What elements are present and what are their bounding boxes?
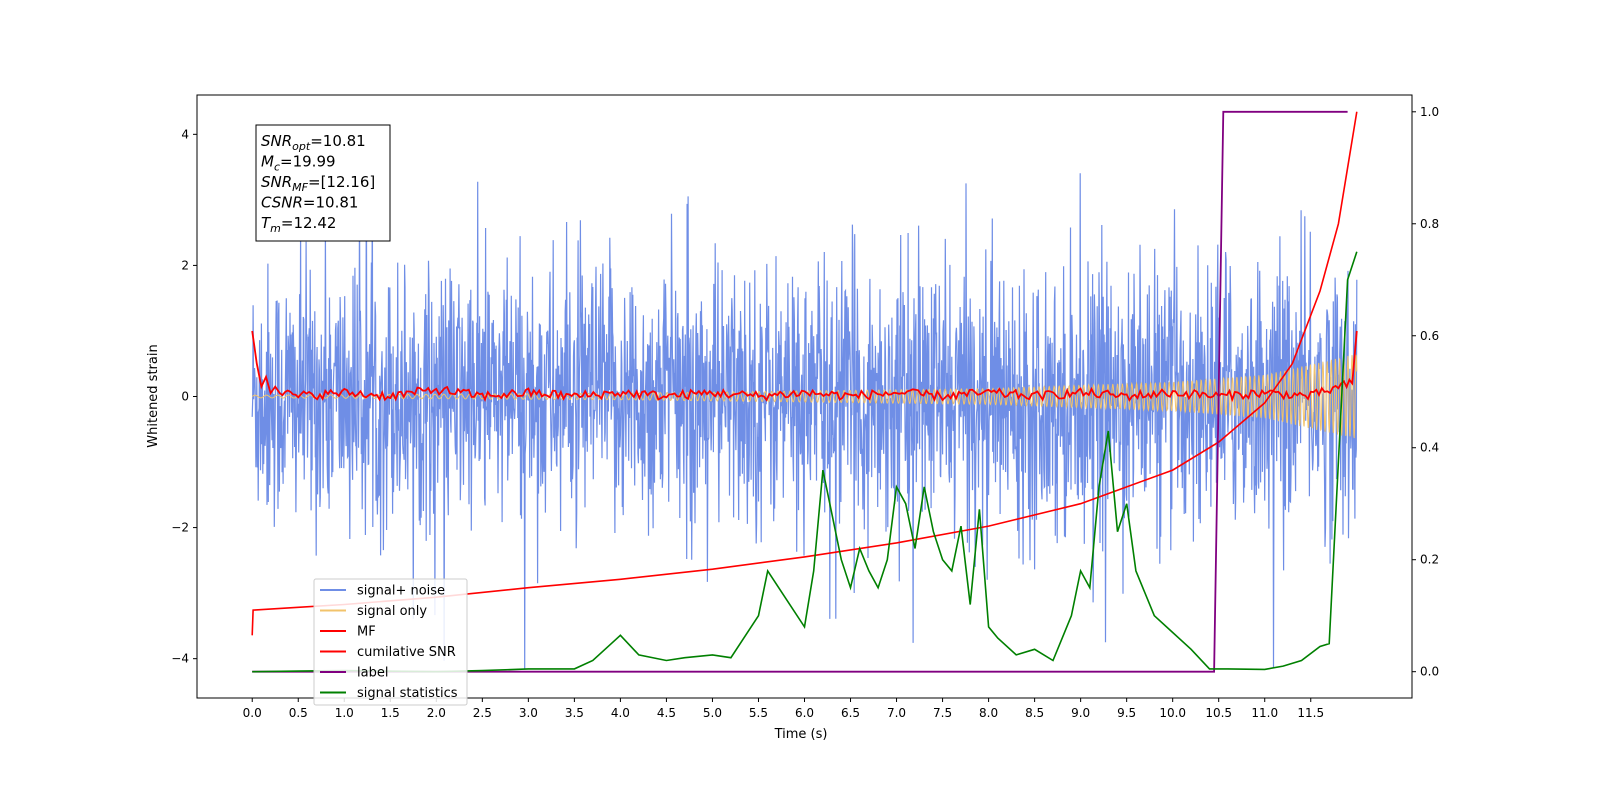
x-tick-label: 5.5 xyxy=(749,706,768,720)
y-tick-label: −2 xyxy=(171,521,189,535)
legend-label: signal only xyxy=(357,604,427,619)
x-tick-label: 11.0 xyxy=(1251,706,1278,720)
x-tick-label: 4.5 xyxy=(657,706,676,720)
legend-label: label xyxy=(357,666,388,681)
x-tick-label: 8.0 xyxy=(979,706,998,720)
legend-frame xyxy=(313,578,468,706)
label-line xyxy=(252,110,1348,673)
legend-label: cumilative SNR xyxy=(357,645,456,660)
x-tick-label: 7.5 xyxy=(933,706,952,720)
x-tick-label: 3.0 xyxy=(519,706,538,720)
signal-noise-line xyxy=(251,146,1358,669)
y2-tick-label: 0.2 xyxy=(1420,553,1439,567)
x-tick-label: 0.0 xyxy=(243,706,262,720)
x-tick-label: 9.5 xyxy=(1117,706,1136,720)
annotation-box: SNRopt=10.81Mc=19.99SNRMF=[12.16]CSNR=10… xyxy=(255,124,391,242)
x-tick-label: 3.5 xyxy=(565,706,584,720)
x-tick-label: 5.0 xyxy=(703,706,722,720)
y-axis-label: Whitened strain xyxy=(146,344,161,447)
x-tick-label: 1.5 xyxy=(381,706,400,720)
legend: signal+ noise signal only MF cumilative SNR… xyxy=(313,578,468,706)
x-axis-label: Time (s) xyxy=(774,727,828,742)
x-tick-label: 7.0 xyxy=(887,706,906,720)
x-tick-label: 0.5 xyxy=(289,706,308,720)
x-tick-label: 11.5 xyxy=(1297,706,1324,720)
series-signal-only xyxy=(251,354,1358,439)
mf-line xyxy=(251,330,1358,403)
annotation-line: CSNR=10.81 xyxy=(261,194,358,212)
signal-statistics-line xyxy=(252,251,1358,673)
annotation-line: Mc=19.99 xyxy=(261,153,336,174)
y-tick-label: 4 xyxy=(181,127,189,141)
y2-tick-label: 0.6 xyxy=(1420,329,1439,343)
annotation-line: Tm=12.42 xyxy=(261,214,336,235)
y-tick-label: 0 xyxy=(181,390,189,404)
legend-label: MF xyxy=(357,625,376,640)
x-tick-label: 2.0 xyxy=(427,706,446,720)
legend-label: signal+ noise xyxy=(357,584,445,599)
signal-only-line xyxy=(251,354,1358,439)
y-tick-label: 2 xyxy=(181,258,189,272)
y2-tick-label: 0.4 xyxy=(1420,441,1439,455)
x-tick-label: 1.0 xyxy=(335,706,354,720)
x-tick-label: 8.5 xyxy=(1025,706,1044,720)
x-tick-label: 2.5 xyxy=(473,706,492,720)
y2-tick-label: 0.0 xyxy=(1420,665,1439,679)
x-tick-label: 10.5 xyxy=(1205,706,1232,720)
x-tick-label: 6.0 xyxy=(795,706,814,720)
y-tick-label: −4 xyxy=(171,652,189,666)
x-tick-label: 9.0 xyxy=(1071,706,1090,720)
x-tick-label: 10.0 xyxy=(1159,706,1186,720)
axes: 0.0 0.5 1.0 1.5 2.0 2.5 3.0 3.5 4.0 4.5 5.0 5.5 6.0 6… xyxy=(171,105,1439,720)
series-signal-noise xyxy=(251,146,1358,669)
annotation-line: SNRopt=10.81 xyxy=(261,132,366,153)
annotation-line: SNRMF=[12.16] xyxy=(261,173,375,194)
x-tick-label: 6.5 xyxy=(841,706,860,720)
y2-tick-label: 1.0 xyxy=(1420,105,1439,119)
annotation-frame xyxy=(255,124,391,242)
y2-tick-label: 0.8 xyxy=(1420,217,1439,231)
legend-label: signal statistics xyxy=(357,686,458,701)
x-tick-label: 4.0 xyxy=(611,706,630,720)
